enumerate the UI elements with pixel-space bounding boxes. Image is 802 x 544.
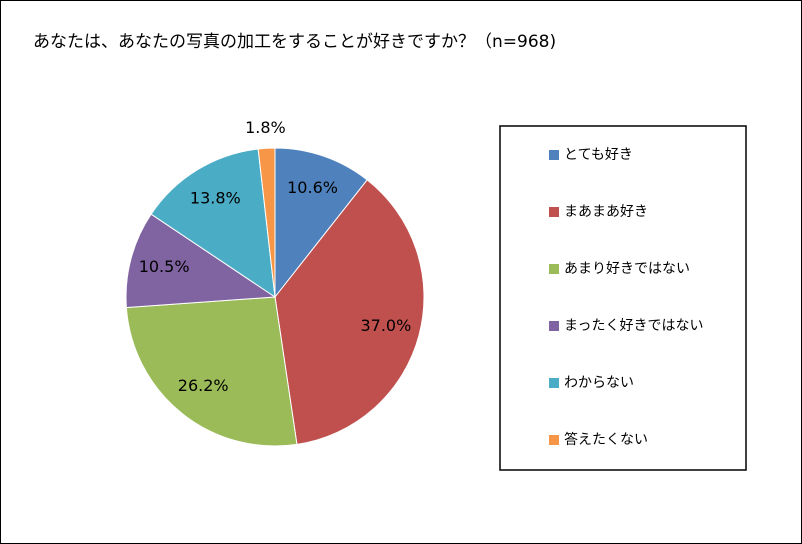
legend-label: とても好き: [564, 147, 633, 163]
data-label: 13.8%: [190, 189, 241, 208]
legend-swatch: [549, 150, 559, 160]
chart-title: あなたは、あなたの写真の加工をすることが好きですか？（n=968): [33, 32, 556, 52]
pie-slice: [125, 213, 277, 309]
pie-slice: [274, 179, 425, 445]
legend-label: あまり好きではない: [564, 261, 690, 277]
legend-label: わからない: [564, 375, 634, 391]
legend-swatch: [549, 264, 559, 274]
pie-slice: [150, 148, 276, 299]
legend-box: [499, 125, 747, 471]
data-label: 37.0%: [360, 316, 411, 335]
data-label: 1.8%: [245, 118, 286, 137]
pie-slice: [125, 296, 298, 447]
pie-slice: [257, 147, 276, 298]
legend-label: まったく好きではない: [564, 318, 703, 334]
data-label: 10.5%: [139, 257, 190, 276]
data-label: 26.2%: [178, 376, 229, 395]
legend-swatch: [549, 435, 559, 445]
pie-slice: [274, 147, 368, 299]
legend-swatch: [549, 378, 559, 388]
legend-label: まあまあ好き: [564, 204, 648, 220]
data-label: 10.6%: [287, 178, 338, 197]
legend-label: 答えたくない: [564, 431, 648, 448]
legend-swatch: [549, 207, 559, 217]
legend-swatch: [549, 321, 559, 331]
